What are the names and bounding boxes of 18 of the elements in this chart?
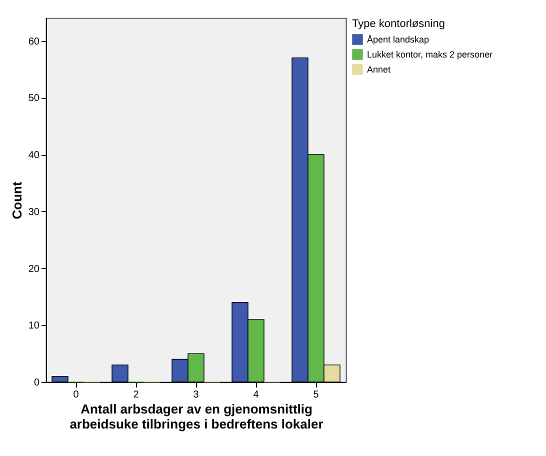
x-tick-label: 4 (253, 390, 260, 400)
x-tick-label: 2 (133, 390, 140, 400)
x-axis-title: Antall arbsdager av en gjenomsnittlig arbeidsuke tilbringes i bedreftens lokaler (70, 402, 324, 432)
legend-label: Lukket kontor, maks 2 personer (367, 50, 493, 60)
x-tick-label: 5 (313, 390, 320, 400)
legend-label: Annet (367, 64, 392, 74)
y-tick-label: 50 (28, 93, 40, 104)
y-tick-label: 60 (28, 36, 40, 48)
y-axis-title: Count (9, 181, 24, 220)
y-tick-label: 0 (34, 378, 40, 388)
x-tick-label: 3 (193, 390, 200, 400)
y-tick-label: 40 (28, 150, 40, 161)
y-tick-label: 10 (28, 320, 40, 332)
y-tick-label: 20 (28, 264, 40, 275)
legend-title: Type kontorløsning (352, 18, 445, 30)
y-tick-label: 30 (28, 206, 40, 218)
x-tick-label: 0 (73, 390, 80, 400)
legend-label: Åpent landskap (367, 34, 430, 44)
